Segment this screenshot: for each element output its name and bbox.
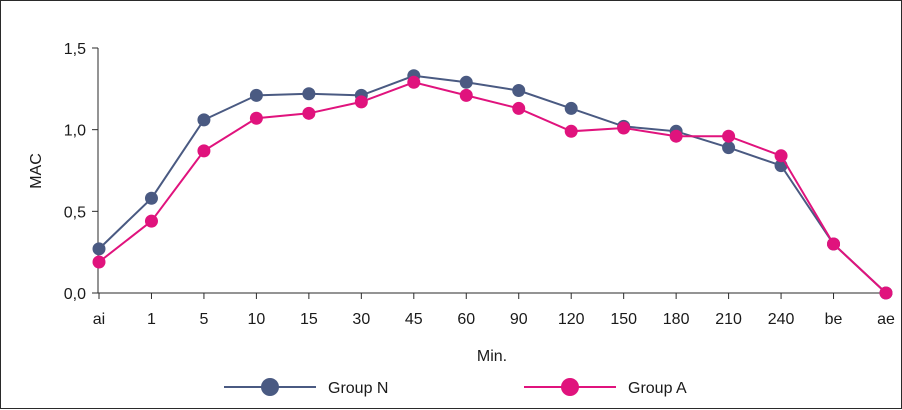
y-tick-label: 0,0 bbox=[64, 286, 86, 303]
legend-marker-group-n bbox=[261, 378, 279, 396]
legend-label-group-n: Group N bbox=[328, 380, 388, 397]
data-point-group-n bbox=[302, 87, 316, 101]
x-tick-label: 30 bbox=[352, 311, 370, 328]
x-tick-label: 1 bbox=[147, 311, 156, 328]
data-point-group-a bbox=[197, 144, 211, 158]
data-point-group-a bbox=[827, 237, 841, 251]
data-point-group-n bbox=[459, 75, 473, 89]
series-group-n bbox=[92, 69, 893, 300]
data-point-group-a bbox=[92, 255, 106, 269]
data-point-group-a bbox=[407, 75, 421, 89]
series-layer bbox=[92, 69, 893, 300]
y-tick-label: 1,0 bbox=[64, 123, 86, 140]
data-point-group-n bbox=[197, 113, 211, 127]
data-point-group-n bbox=[92, 242, 106, 256]
x-tick-label: ai bbox=[93, 311, 105, 328]
data-point-group-n bbox=[512, 83, 526, 97]
x-tick-label: 120 bbox=[558, 311, 585, 328]
axes bbox=[97, 48, 887, 294]
y-tick-label: 0,5 bbox=[64, 204, 86, 221]
y-axis-title: MAC bbox=[28, 153, 45, 189]
x-tick-label: 150 bbox=[610, 311, 637, 328]
data-point-group-a bbox=[564, 124, 578, 138]
data-point-group-a bbox=[459, 88, 473, 102]
x-tick-label: 45 bbox=[405, 311, 423, 328]
data-point-group-a bbox=[249, 111, 263, 125]
x-tick-label: 210 bbox=[715, 311, 742, 328]
x-tick-label: 240 bbox=[768, 311, 795, 328]
data-point-group-a bbox=[669, 129, 683, 143]
data-point-group-a bbox=[774, 149, 788, 163]
x-tick-label: 60 bbox=[457, 311, 475, 328]
series-group-a bbox=[92, 75, 893, 300]
legend: Group N Group A bbox=[224, 378, 687, 397]
data-point-group-n bbox=[249, 88, 263, 102]
x-tick-label: 15 bbox=[300, 311, 318, 328]
data-point-group-n bbox=[144, 191, 158, 205]
x-tick-label: ae bbox=[877, 311, 895, 328]
data-point-group-n bbox=[564, 101, 578, 115]
data-point-group-a bbox=[144, 214, 158, 228]
x-tick-label: 180 bbox=[663, 311, 690, 328]
data-point-group-n bbox=[722, 141, 736, 155]
data-point-group-a bbox=[354, 95, 368, 109]
data-point-group-a bbox=[617, 121, 631, 135]
x-tick-label: 90 bbox=[510, 311, 528, 328]
x-axis-title: Min. bbox=[477, 348, 507, 365]
data-point-group-a bbox=[302, 106, 316, 120]
data-point-group-a bbox=[722, 129, 736, 143]
series-line-group-n bbox=[98, 74, 887, 294]
y-tick-label: 1,5 bbox=[64, 41, 86, 58]
x-tick-label: be bbox=[825, 311, 843, 328]
legend-label-group-a: Group A bbox=[628, 380, 687, 397]
legend-marker-group-a bbox=[561, 378, 579, 396]
series-line-group-a bbox=[98, 81, 887, 294]
x-tick-label: 5 bbox=[199, 311, 208, 328]
data-point-group-a bbox=[879, 286, 893, 300]
x-tick-label: 10 bbox=[248, 311, 266, 328]
data-point-group-a bbox=[512, 101, 526, 115]
x-ticks: ai 1 5 10 15 30 45 60 90 120 150 180 210 240 be ae bbox=[93, 293, 895, 328]
y-ticks: 0,0 0,5 1,0 1,5 bbox=[64, 41, 98, 303]
